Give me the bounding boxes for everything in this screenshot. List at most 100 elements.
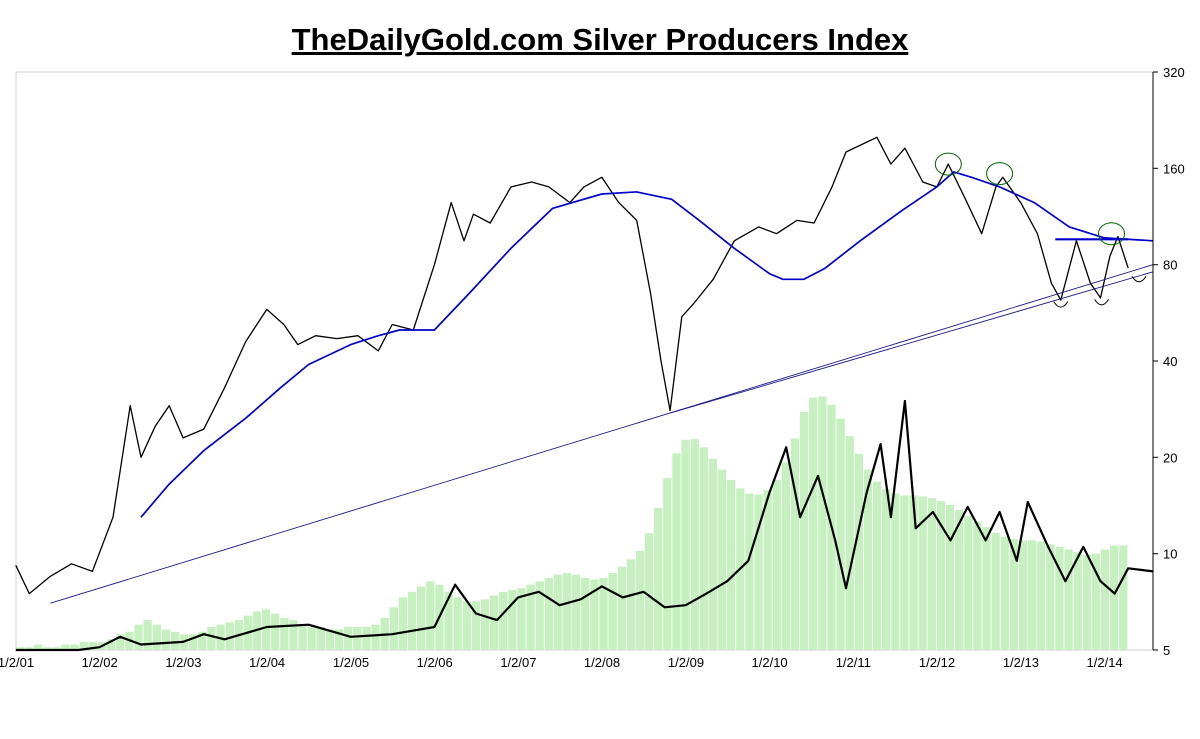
volume-bar <box>143 620 152 650</box>
x-tick-label: 1/2/03 <box>165 655 201 670</box>
volume-bar <box>654 507 663 650</box>
volume-bar <box>626 559 636 650</box>
volume-bar <box>499 591 508 650</box>
volume-bar <box>24 647 34 650</box>
volume-bar <box>52 647 61 650</box>
annotation-circle <box>986 162 1014 186</box>
volume-bar <box>781 462 791 650</box>
volume-bar <box>617 566 626 650</box>
volume-bar <box>426 581 435 650</box>
volume-bar <box>508 589 517 650</box>
volume-bar <box>991 533 1000 650</box>
volume-bar <box>1082 555 1091 650</box>
x-tick-label: 1/2/13 <box>1003 655 1039 670</box>
volume-bar <box>590 579 599 650</box>
volume-bar <box>79 641 88 650</box>
volume-bar <box>882 489 891 650</box>
volume-bar <box>271 613 280 650</box>
y-tick-label: 160 <box>1163 161 1185 176</box>
volume-bar <box>553 574 563 650</box>
volume-bar <box>344 627 353 650</box>
volume-bar <box>708 458 718 650</box>
volume-bar <box>535 581 544 650</box>
volume-bar <box>909 495 918 650</box>
annotation-arc <box>1131 276 1147 283</box>
volume-bar <box>1073 552 1082 650</box>
volume-bar <box>15 647 25 650</box>
volume-bar <box>280 617 289 650</box>
volume-bar <box>772 479 781 650</box>
volume-bar <box>945 504 955 650</box>
x-tick-label: 1/2/05 <box>333 655 369 670</box>
volume-bar <box>189 634 198 650</box>
x-tick-label: 1/2/12 <box>919 655 955 670</box>
volume-bar <box>61 644 70 650</box>
volume-bar <box>398 597 408 650</box>
y-tick-label: 80 <box>1163 258 1177 273</box>
volume-bar <box>152 624 161 650</box>
volume-bar <box>973 521 982 650</box>
volume-bar <box>745 493 754 650</box>
volume-bar <box>134 624 143 650</box>
x-tick-label: 1/2/02 <box>82 655 118 670</box>
y-tick-label: 10 <box>1163 547 1177 562</box>
volume-bar <box>416 586 426 650</box>
volume-bar <box>790 438 800 650</box>
volume-bar <box>116 634 125 650</box>
volume-bar <box>371 624 380 650</box>
volume-bar <box>836 418 845 650</box>
trendline-line <box>669 271 1154 414</box>
volume-bar <box>754 494 763 650</box>
price-line <box>15 136 1129 595</box>
volume-bar <box>161 629 170 650</box>
volume-bar <box>863 469 873 650</box>
volume-bar <box>261 609 271 650</box>
volume-bars <box>15 396 1128 650</box>
volume-bar <box>690 439 699 650</box>
x-tick-label: 1/2/07 <box>500 655 536 670</box>
volume-bar <box>1046 544 1055 650</box>
volume-bar <box>799 412 809 650</box>
volume-bar <box>526 584 535 650</box>
volume-bar <box>681 439 690 650</box>
trendline-line <box>50 264 1154 604</box>
volume-bar <box>462 601 471 650</box>
volume-bar <box>1018 540 1028 650</box>
volume-average-line <box>15 399 1154 652</box>
volume-bar <box>489 595 499 650</box>
volume-bar <box>936 501 946 650</box>
volume-bar <box>644 533 654 650</box>
volume-bar <box>927 498 936 650</box>
volume-bar <box>389 607 398 650</box>
y-tick-label: 20 <box>1163 450 1177 465</box>
volume-bar <box>918 496 927 650</box>
volume-bar <box>544 577 553 650</box>
annotation-circle <box>934 152 962 176</box>
x-tick-label: 1/2/04 <box>249 655 285 670</box>
y-tick-label: 5 <box>1163 643 1170 658</box>
volume-bar <box>34 644 43 650</box>
x-tick-label: 1/2/01 <box>0 655 34 670</box>
volume-bar <box>1000 536 1009 650</box>
volume-bar <box>225 622 234 650</box>
volume-bar <box>608 573 617 650</box>
x-tick-label: 1/2/09 <box>668 655 704 670</box>
volume-bar <box>900 495 909 650</box>
volume-bar <box>854 453 863 650</box>
x-tick-label: 1/2/08 <box>584 655 620 670</box>
volume-bar <box>954 509 964 650</box>
volume-bar <box>316 627 325 650</box>
volume-bar <box>1009 539 1019 650</box>
volume-bar <box>444 591 453 650</box>
volume-bar <box>334 629 344 650</box>
volume-bar <box>453 597 462 650</box>
volume-bar <box>170 631 180 650</box>
volume-bar <box>517 588 526 650</box>
volume-bar <box>307 627 316 650</box>
x-tick-label: 1/2/06 <box>417 655 453 670</box>
volume-bar <box>471 601 481 650</box>
volume-bar <box>818 396 827 650</box>
volume-bar <box>1100 549 1110 650</box>
volume-bar <box>1119 545 1128 650</box>
annotation-circle <box>1098 222 1125 246</box>
